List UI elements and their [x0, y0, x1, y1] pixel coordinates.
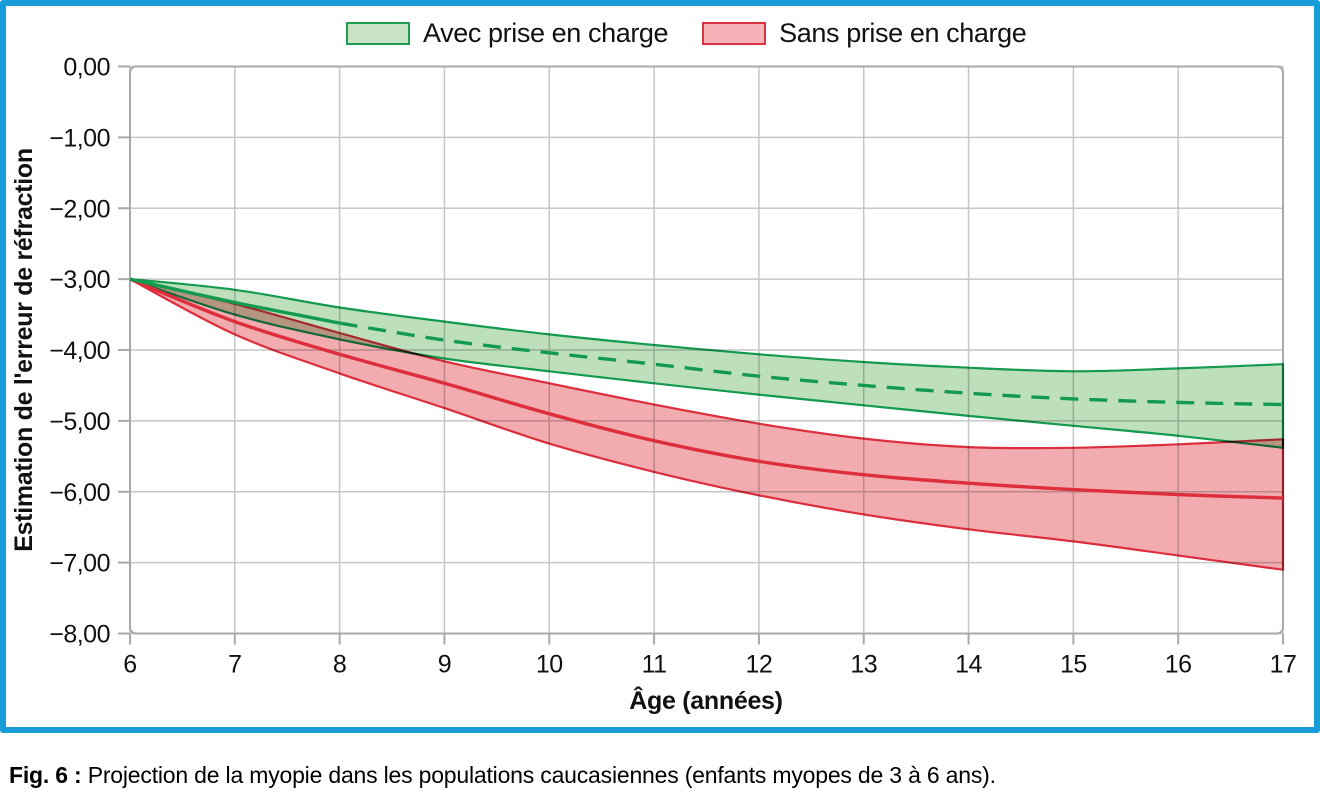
svg-text:16: 16 [1165, 651, 1192, 679]
legend-label: Avec prise en charge [423, 18, 669, 48]
caption-number: Fig. 6 : [9, 762, 82, 788]
svg-text:15: 15 [1060, 651, 1087, 679]
trend-lines [129, 277, 1284, 500]
myopia-projection-chart: 6 7 8 9 10 11 12 13 14 15 16 17 0,00 −1,00 −2,00 −3,00 −… [10, 54, 1297, 716]
axes-ticks-labels: 6 7 8 9 10 11 12 13 14 15 16 17 0,00 −1,00 −2,00 −3,00 −… [49, 54, 1297, 679]
svg-text:−1,00: −1,00 [49, 124, 110, 152]
svg-text:6: 6 [123, 651, 136, 679]
svg-text:14: 14 [955, 651, 982, 679]
red-band-swatch [702, 22, 767, 45]
svg-text:−4,00: −4,00 [49, 337, 110, 365]
svg-text:−6,00: −6,00 [49, 479, 110, 507]
svg-text:9: 9 [438, 651, 451, 679]
svg-text:−3,00: −3,00 [49, 266, 110, 294]
green-band-swatch [346, 22, 410, 45]
svg-text:−8,00: −8,00 [49, 621, 110, 649]
figure-caption: Fig. 6 : Projection de la myopie dans le… [9, 762, 1314, 789]
y-axis-title: Estimation de l'erreur de réfraction [10, 148, 38, 552]
svg-text:13: 13 [850, 651, 877, 679]
svg-text:12: 12 [746, 651, 773, 679]
svg-text:−2,00: −2,00 [49, 195, 110, 223]
svg-text:−5,00: −5,00 [49, 408, 110, 436]
svg-text:17: 17 [1270, 651, 1297, 679]
svg-text:10: 10 [536, 651, 563, 679]
svg-text:7: 7 [228, 651, 241, 679]
legend-label: Sans prise en charge [779, 18, 1027, 48]
svg-text:11: 11 [642, 651, 667, 679]
caption-text: Projection de la myopie dans les populat… [81, 762, 996, 788]
svg-text:0,00: 0,00 [63, 54, 110, 82]
confidence-bands [128, 278, 1285, 571]
legend-item-sans-prise-en-charge: Sans prise en charge [702, 18, 1027, 49]
legend-item-avec-prise-en-charge: Avec prise en charge [346, 18, 669, 49]
x-axis-title: Âge (années) [629, 685, 782, 715]
legend: Avec prise en charge Sans prise en charg… [346, 18, 1027, 49]
svg-text:8: 8 [333, 651, 346, 679]
svg-text:−7,00: −7,00 [49, 550, 110, 578]
